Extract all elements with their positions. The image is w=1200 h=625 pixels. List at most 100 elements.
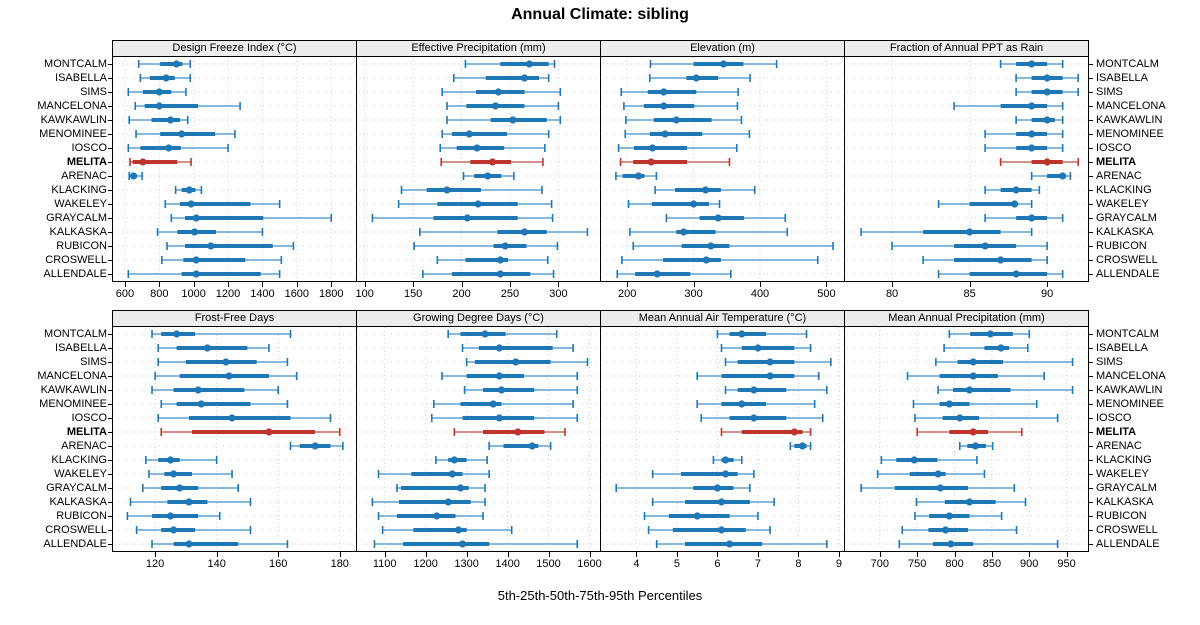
median-dot bbox=[166, 456, 175, 464]
row-tick-right bbox=[1089, 530, 1093, 531]
median-dot bbox=[981, 242, 989, 250]
x-axis-tick bbox=[892, 282, 894, 287]
median-dot bbox=[721, 456, 730, 464]
x-axis-tick bbox=[216, 552, 218, 557]
row-tick-right bbox=[1089, 376, 1093, 377]
median-dot bbox=[910, 456, 918, 464]
median-dot bbox=[172, 60, 181, 68]
median-dot bbox=[528, 442, 536, 450]
x-axis-tick-label: 500 bbox=[817, 288, 836, 300]
x-axis-tick bbox=[826, 282, 828, 287]
panel-plot-area bbox=[847, 57, 1086, 281]
median-dot bbox=[225, 372, 233, 380]
row-tick-right bbox=[1089, 120, 1093, 121]
median-dot bbox=[965, 386, 974, 394]
row-label-left-montcalm: MONTCALM bbox=[44, 327, 107, 340]
x-axis-tick-label: 200 bbox=[618, 288, 637, 300]
panel-strip-design-freeze-index: Design Freeze Index (°C) bbox=[112, 40, 357, 57]
median-dot bbox=[648, 144, 657, 152]
x-axis-tick-label: 800 bbox=[150, 288, 169, 300]
median-dot bbox=[713, 484, 722, 492]
median-dot bbox=[176, 484, 184, 492]
median-dot bbox=[750, 414, 758, 422]
median-dot bbox=[717, 498, 726, 506]
row-tick-left bbox=[108, 502, 112, 503]
row-tick-right bbox=[1089, 390, 1093, 391]
row-label-left-kalkaska: KALKASKA bbox=[49, 495, 107, 508]
row-tick-right bbox=[1089, 162, 1093, 163]
median-dot bbox=[965, 498, 974, 506]
row-tick-left bbox=[108, 488, 112, 489]
x-axis-tick bbox=[589, 552, 591, 557]
panel-plot-area bbox=[847, 327, 1086, 551]
row-label-left-rubicon: RUBICON bbox=[56, 509, 107, 522]
median-dot bbox=[798, 442, 807, 450]
row-label-right-isabella: ISABELLA bbox=[1096, 71, 1148, 84]
median-dot bbox=[997, 344, 1005, 352]
panel-strip-label: Elevation (m) bbox=[690, 42, 755, 54]
row-label-right-isabella: ISABELLA bbox=[1096, 341, 1148, 354]
row-tick-right bbox=[1089, 246, 1093, 247]
median-dot bbox=[187, 200, 195, 208]
median-dot bbox=[660, 102, 668, 110]
row-tick-right bbox=[1089, 106, 1093, 107]
median-dot bbox=[947, 540, 955, 548]
row-label-left-melita: MELITA bbox=[66, 425, 107, 438]
median-dot bbox=[450, 456, 458, 464]
median-dot bbox=[692, 74, 700, 82]
panel-strip-label: Mean Annual Precipitation (mm) bbox=[888, 312, 1045, 324]
panel-strip-frost-free-days: Frost-Free Days bbox=[112, 310, 357, 327]
x-axis-tick bbox=[636, 552, 638, 557]
x-axis-tick-label: 80 bbox=[885, 288, 899, 300]
row-tick-right bbox=[1089, 334, 1093, 335]
panel-plot-area bbox=[359, 57, 598, 281]
median-dot bbox=[1028, 102, 1036, 110]
row-tick-left bbox=[108, 432, 112, 433]
row-tick-right bbox=[1089, 232, 1093, 233]
row-tick-right bbox=[1089, 460, 1093, 461]
x-axis-tick-label: 160 bbox=[269, 558, 288, 570]
panel-strip-label: Growing Degree Days (°C) bbox=[413, 312, 544, 324]
x-axis-tick bbox=[193, 282, 195, 287]
row-tick-right bbox=[1089, 348, 1093, 349]
row-label-right-allendale: ALLENDALE bbox=[1096, 267, 1160, 280]
x-axis-tick-label: 200 bbox=[452, 288, 471, 300]
median-dot bbox=[520, 228, 529, 236]
row-tick-left bbox=[108, 390, 112, 391]
median-dot bbox=[155, 88, 163, 96]
median-dot bbox=[497, 386, 506, 394]
row-tick-left bbox=[108, 474, 112, 475]
row-tick-right bbox=[1089, 78, 1093, 79]
row-label-left-melita: MELITA bbox=[66, 155, 107, 168]
row-tick-right bbox=[1089, 362, 1093, 363]
row-tick-right bbox=[1089, 92, 1093, 93]
row-tick-left bbox=[108, 148, 112, 149]
row-label-left-kalkaska: KALKASKA bbox=[49, 225, 107, 238]
row-label-right-melita: MELITA bbox=[1096, 425, 1137, 438]
x-axis-tick-label: 1400 bbox=[495, 558, 520, 570]
median-dot bbox=[1059, 172, 1067, 180]
x-axis-tick-label: 1100 bbox=[372, 558, 397, 570]
row-label-right-wakeley: WAKELEY bbox=[1096, 197, 1149, 210]
row-tick-right bbox=[1089, 64, 1093, 65]
row-tick-right bbox=[1089, 134, 1093, 135]
median-dot bbox=[166, 116, 175, 124]
row-label-left-wakeley: WAKELEY bbox=[54, 467, 107, 480]
median-dot bbox=[139, 158, 147, 166]
x-axis-tick bbox=[717, 552, 719, 557]
median-dot bbox=[311, 442, 319, 450]
median-dot bbox=[702, 256, 710, 264]
x-axis-tick bbox=[509, 282, 511, 287]
row-label-left-allendale: ALLENDALE bbox=[43, 537, 107, 550]
x-axis-tick bbox=[461, 282, 463, 287]
row-label-right-montcalm: MONTCALM bbox=[1096, 57, 1159, 70]
row-label-left-graycalm: GRAYCALM bbox=[46, 211, 107, 224]
row-label-right-klacking: KLACKING bbox=[1096, 183, 1152, 196]
panel-plot-area bbox=[115, 327, 354, 551]
median-dot bbox=[173, 330, 181, 338]
median-dot bbox=[474, 200, 482, 208]
row-label-right-wakeley: WAKELEY bbox=[1096, 467, 1149, 480]
row-tick-left bbox=[108, 348, 112, 349]
row-label-right-kawkawlin: KAWKAWLIN bbox=[1096, 113, 1163, 126]
